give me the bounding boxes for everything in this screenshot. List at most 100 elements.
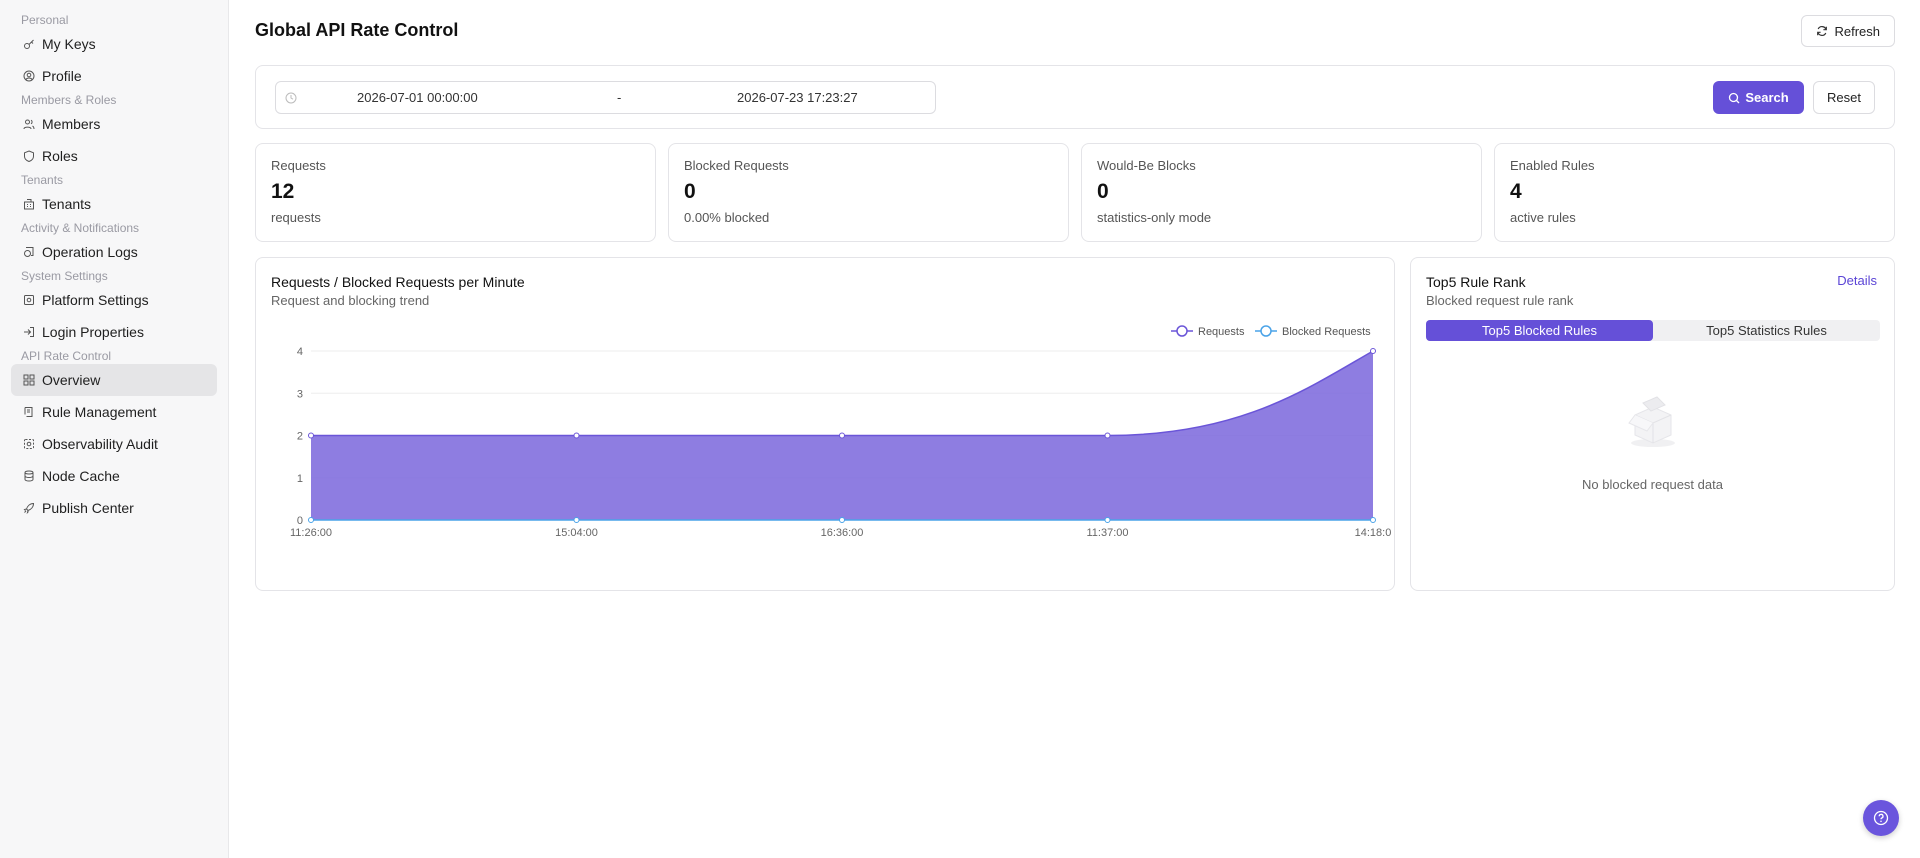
stat-card-blocked: Blocked Requests 0 0.00% blocked <box>668 143 1069 242</box>
stat-value: 0 <box>1097 180 1109 203</box>
sidebar-item-publish-center[interactable]: Publish Center <box>11 492 217 524</box>
tab-top5-statistics-rules[interactable]: Top5 Statistics Rules <box>1706 323 1827 338</box>
legend-label: Requests <box>1198 326 1245 338</box>
help-icon <box>1873 810 1889 826</box>
stat-sub: statistics-only mode <box>1097 210 1212 225</box>
sidebar-item-tenants[interactable]: Tenants <box>11 188 217 220</box>
legend-marker <box>1176 325 1188 337</box>
database-icon <box>23 470 35 482</box>
sidebar-item-profile[interactable]: Profile <box>11 60 217 92</box>
sidebar-item-label: Publish Center <box>42 500 134 516</box>
range-separator: - <box>617 90 622 105</box>
stat-label: Requests <box>271 158 326 173</box>
point-requests <box>1104 432 1111 439</box>
stat-card-would-be-blocks: Would-Be Blocks 0 statistics-only mode <box>1081 143 1482 242</box>
refresh-icon <box>1817 25 1828 37</box>
y-tick-label: 0 <box>297 515 303 527</box>
y-tick-label: 3 <box>297 388 303 400</box>
stat-card-enabled-rules: Enabled Rules 4 active rules <box>1494 143 1895 242</box>
stat-value: 12 <box>271 180 295 203</box>
stat-value: 0 <box>684 180 696 203</box>
settings-icon <box>23 294 35 306</box>
sidebar-item-login-properties[interactable]: Login Properties <box>11 316 217 348</box>
stat-sub: active rules <box>1510 210 1576 225</box>
sidebar-item-node-cache[interactable]: Node Cache <box>11 460 217 492</box>
y-tick-label: 4 <box>297 346 303 358</box>
tab-top5-blocked-rules[interactable]: Top5 Blocked Rules <box>1426 320 1653 341</box>
x-tick-label: 15:04:00 <box>555 527 598 539</box>
nav-group-label: API Rate Control <box>21 349 112 363</box>
rocket-icon <box>23 502 35 514</box>
x-tick-label: 11:37:00 <box>1086 527 1128 539</box>
nav-group-label: Members & Roles <box>21 93 117 107</box>
chart-title: Requests / Blocked Requests per Minute <box>271 274 525 290</box>
refresh-label: Refresh <box>1834 23 1880 39</box>
point-requests <box>1370 348 1376 354</box>
clock-icon <box>285 92 297 104</box>
refresh-button[interactable]: Refresh <box>1801 15 1895 47</box>
rule-rank-card: Top5 Rule Rank Blocked request rule rank… <box>1410 257 1895 591</box>
trend-chart[interactable]: 0 1 2 3 4 11:26:00 15:04:00 16:36:00 11:37:00 14:… <box>256 258 1396 592</box>
building-icon <box>23 198 35 210</box>
page-title: Global API Rate Control <box>255 20 459 40</box>
stat-card-requests: Requests 12 requests <box>255 143 656 242</box>
key-icon <box>23 38 35 50</box>
sidebar-item-my-keys[interactable]: My Keys <box>11 28 217 60</box>
sidebar-item-overview[interactable]: Overview <box>11 364 217 396</box>
y-tick-label: 1 <box>297 473 303 485</box>
empty-state-text: No blocked request data <box>1582 477 1723 492</box>
point-blocked-requests <box>308 517 314 523</box>
nav-group-label: Tenants <box>21 173 64 187</box>
rules-icon <box>23 406 35 418</box>
chart-subtitle: Request and blocking trend <box>271 293 430 308</box>
empty-box-icon <box>1628 396 1675 447</box>
legend-label: Blocked Requests <box>1282 326 1371 338</box>
sidebar-item-label: Login Properties <box>42 324 144 340</box>
sidebar-item-roles[interactable]: Roles <box>11 140 217 172</box>
sidebar-item-platform-settings[interactable]: Platform Settings <box>11 284 217 316</box>
sidebar-item-label: My Keys <box>42 36 96 52</box>
help-button[interactable] <box>1863 800 1899 836</box>
point-blocked-requests <box>573 517 580 523</box>
stat-label: Enabled Rules <box>1510 158 1595 173</box>
range-end[interactable]: 2026-07-23 17:23:27 <box>737 90 858 105</box>
range-start[interactable]: 2026-07-01 00:00:00 <box>357 90 478 105</box>
stat-sub: 0.00% blocked <box>684 210 770 225</box>
sidebar-item-label: Members <box>42 116 101 132</box>
search-button[interactable]: Search <box>1713 81 1804 114</box>
stats-row: Requests 12 requests Blocked Requests 0 … <box>255 143 1895 242</box>
stat-value: 4 <box>1510 180 1522 203</box>
sidebar-item-label: Tenants <box>42 196 92 212</box>
point-requests <box>839 432 845 439</box>
rank-tabs: Top5 Blocked Rules Top5 Statistics Rules <box>1426 320 1880 341</box>
point-blocked-requests <box>1370 517 1376 523</box>
sidebar: Personal My Keys Profile Members & Roles Mem… <box>0 0 229 858</box>
search-label: Search <box>1745 90 1789 105</box>
sidebar-item-observability-audit[interactable]: Observability Audit <box>11 428 217 460</box>
sidebar-item-label: Rule Management <box>42 404 157 420</box>
nav-group-label: Activity & Notifications <box>21 221 140 235</box>
trend-chart-card: Requests / Blocked Requests per Minute R… <box>255 257 1395 591</box>
reset-button[interactable]: Reset <box>1813 81 1875 114</box>
point-blocked-requests <box>1104 517 1111 523</box>
details-link[interactable]: Details <box>1837 273 1877 288</box>
stat-sub: requests <box>271 210 321 225</box>
point-requests <box>308 432 314 439</box>
sidebar-item-operation-logs[interactable]: Operation Logs <box>11 236 217 268</box>
login-icon <box>23 326 35 338</box>
search-icon <box>1729 92 1740 103</box>
stat-label: Would-Be Blocks <box>1097 158 1196 173</box>
x-tick-label: 11:26:00 <box>290 527 332 539</box>
sidebar-item-label: Observability Audit <box>42 436 158 452</box>
legend-marker <box>1260 325 1272 337</box>
x-tick-label: 14:18:0 <box>1355 527 1392 539</box>
log-icon <box>23 246 35 258</box>
sidebar-item-label: Overview <box>42 372 101 388</box>
date-range-picker[interactable]: 2026-07-01 00:00:00 - 2026-07-23 17:23:2… <box>275 81 936 114</box>
user-circle-icon <box>23 70 35 82</box>
sidebar-item-members[interactable]: Members <box>11 108 217 140</box>
rank-subtitle: Blocked request rule rank <box>1426 293 1574 308</box>
filter-card: 2026-07-01 00:00:00 - 2026-07-23 17:23:2… <box>255 65 1895 129</box>
y-tick-label: 2 <box>297 431 303 443</box>
sidebar-item-rule-management[interactable]: Rule Management <box>11 396 217 428</box>
